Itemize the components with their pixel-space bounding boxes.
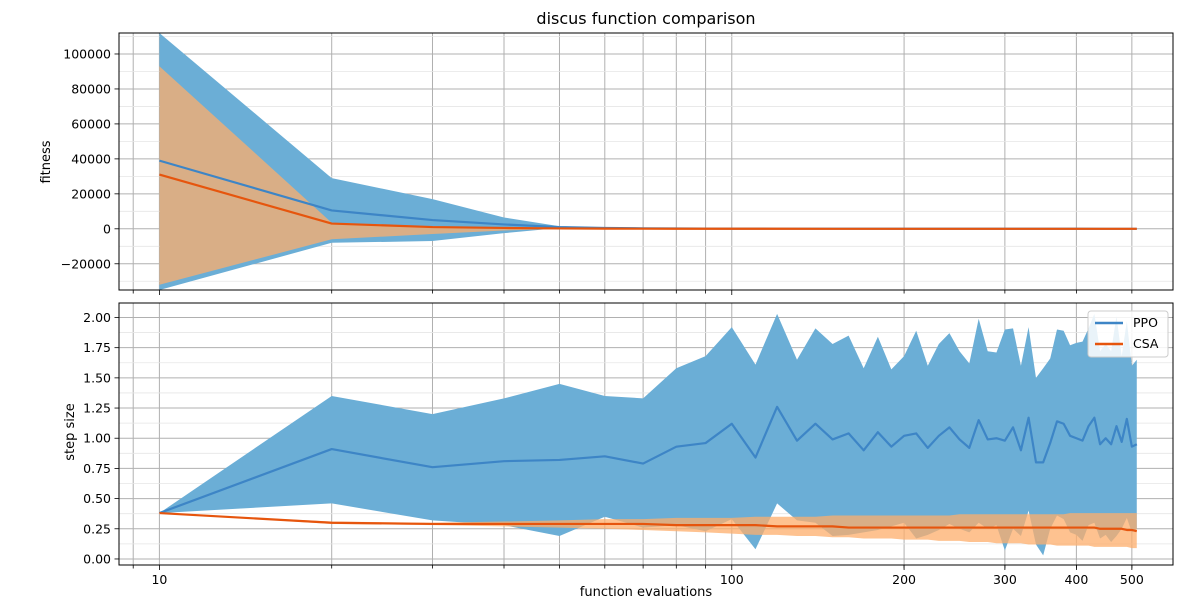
- x-tick-label: 200: [892, 572, 916, 587]
- y-tick-label: 0.75: [83, 461, 111, 476]
- csa-series-line: [159, 173, 1137, 230]
- x-tick-label: 100: [720, 572, 744, 587]
- y-tick-label: 60000: [71, 116, 111, 131]
- y-axis-label-fitness: fitness: [39, 140, 54, 183]
- y-tick-label: 0.50: [83, 491, 111, 506]
- x-tick-label: 10: [151, 572, 167, 587]
- x-tick-label: 300: [993, 572, 1017, 587]
- y-tick-label: 100000: [63, 46, 111, 61]
- y-tick-label: 2.00: [83, 310, 111, 325]
- ppo-confidence-band: [159, 313, 1137, 556]
- ppo-series-line: [159, 405, 1138, 515]
- csa-series-line: [159, 511, 1138, 533]
- csa-confidence-band: [159, 513, 1137, 549]
- axes-frame: [118, 32, 1174, 291]
- y-tick-label: 40000: [71, 151, 111, 166]
- y-tick-label: 1.75: [83, 340, 111, 355]
- legend-label-ppo: PPO: [1133, 315, 1158, 330]
- legend-label-csa: CSA: [1133, 336, 1159, 351]
- axes-frame: [118, 302, 1174, 566]
- y-tick-label: 80000: [71, 81, 111, 96]
- x-tick-label: 400: [1064, 572, 1088, 587]
- y-tick-label: 1.25: [83, 401, 111, 416]
- y-tick-label: 20000: [71, 186, 111, 201]
- y-axis-label-step-size: step size: [63, 403, 78, 460]
- y-tick-label: 0: [103, 221, 111, 236]
- y-tick-label: 0.00: [83, 551, 111, 566]
- legend: PPO CSA: [1087, 310, 1169, 358]
- x-axis-label: function evaluations: [580, 585, 713, 600]
- y-tick-label: −20000: [61, 256, 111, 271]
- plot-area: [159, 313, 1138, 556]
- y-tick-label: 1.00: [83, 431, 111, 446]
- step-size-panel: 0.00 0.25 0.50 0.75 1.00 1.25 1.50 1.75 2.00 10 10…: [83, 302, 1174, 587]
- chart-title: discus function comparison: [536, 9, 755, 28]
- y-tick-label: 0.25: [83, 521, 111, 536]
- fitness-panel: −20000 0 20000 40000 60000 80000 100000: [61, 32, 1174, 295]
- y-tick-label: 1.50: [83, 370, 111, 385]
- csa-confidence-band: [159, 66, 1137, 285]
- plot-area: [159, 33, 1137, 290]
- x-tick-label: 500: [1120, 572, 1144, 587]
